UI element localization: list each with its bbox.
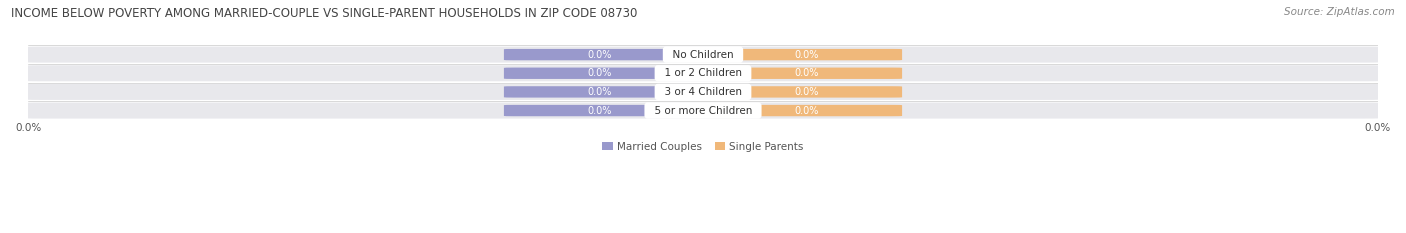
FancyBboxPatch shape [503,86,713,98]
FancyBboxPatch shape [693,86,903,98]
FancyBboxPatch shape [693,68,903,79]
Text: 0.0%: 0.0% [794,87,820,97]
Text: 0.0%: 0.0% [794,106,820,116]
Text: 1 or 2 Children: 1 or 2 Children [658,68,748,78]
Text: 5 or more Children: 5 or more Children [648,106,758,116]
Text: 0.0%: 0.0% [586,87,612,97]
Text: 0.0%: 0.0% [586,68,612,78]
FancyBboxPatch shape [503,49,713,60]
Text: 0.0%: 0.0% [586,106,612,116]
Text: 3 or 4 Children: 3 or 4 Children [658,87,748,97]
FancyBboxPatch shape [21,65,1385,81]
FancyBboxPatch shape [21,47,1385,63]
Text: 0.0%: 0.0% [586,50,612,60]
FancyBboxPatch shape [503,105,713,116]
Text: 0.0%: 0.0% [794,68,820,78]
Text: INCOME BELOW POVERTY AMONG MARRIED-COUPLE VS SINGLE-PARENT HOUSEHOLDS IN ZIP COD: INCOME BELOW POVERTY AMONG MARRIED-COUPL… [11,7,638,20]
Text: 0.0%: 0.0% [794,50,820,60]
FancyBboxPatch shape [21,84,1385,100]
FancyBboxPatch shape [693,49,903,60]
Text: Source: ZipAtlas.com: Source: ZipAtlas.com [1284,7,1395,17]
Legend: Married Couples, Single Parents: Married Couples, Single Parents [599,137,807,156]
Text: No Children: No Children [666,50,740,60]
FancyBboxPatch shape [693,105,903,116]
FancyBboxPatch shape [503,68,713,79]
FancyBboxPatch shape [21,103,1385,119]
